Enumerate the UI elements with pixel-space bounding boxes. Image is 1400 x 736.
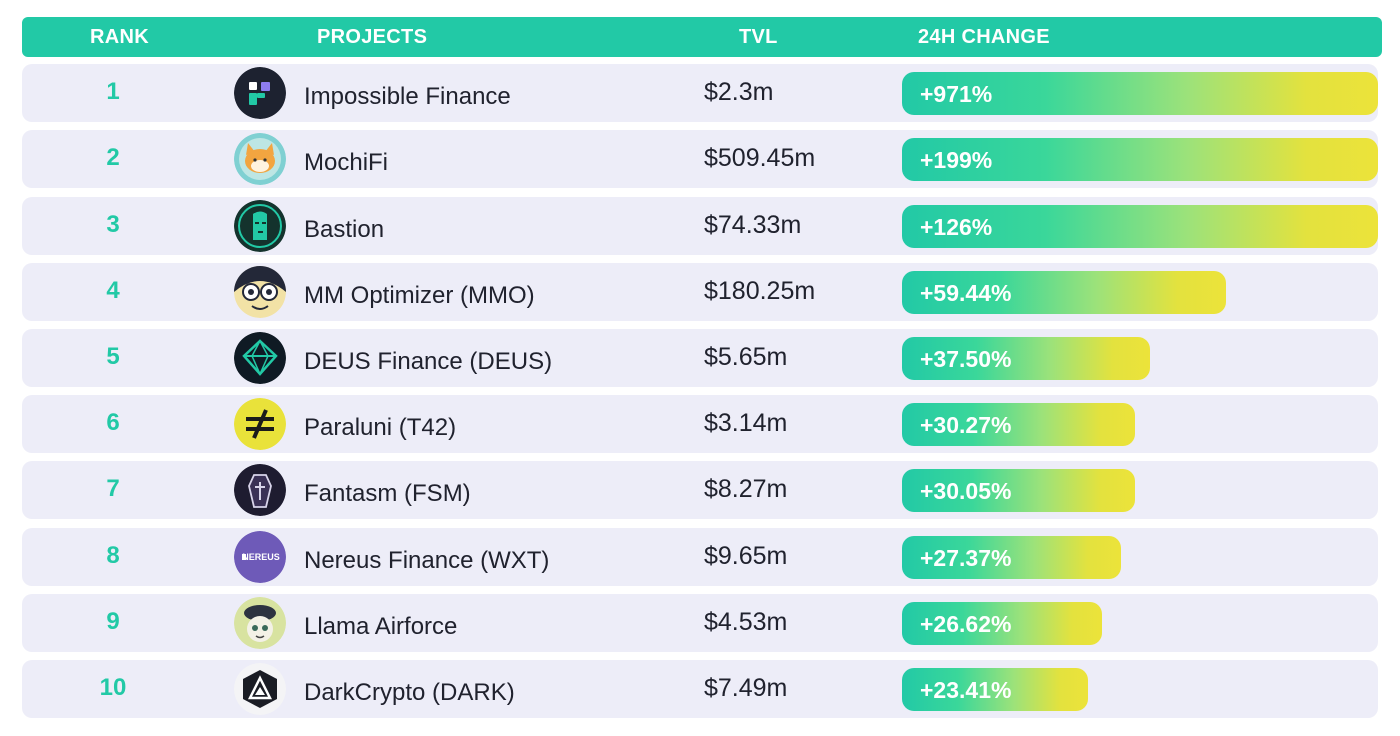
nereus-logo-text: NEREUS xyxy=(242,552,280,562)
mm-optimizer-logo-icon xyxy=(234,266,286,318)
project-name: DEUS Finance (DEUS) xyxy=(304,348,553,375)
bastion-moai-logo-icon xyxy=(234,200,286,252)
rank-cell: 10 xyxy=(99,674,127,701)
tvl-value: $509.45m xyxy=(704,144,816,172)
table-row[interactable]: 1 Impossible Finance $2.3m +971% xyxy=(22,64,1378,122)
change-bar: +199% xyxy=(902,138,1378,181)
table-header: RANK PROJECTS TVL 24H CHANGE xyxy=(22,17,1382,57)
project-name: DarkCrypto (DARK) xyxy=(304,679,515,706)
tvl-value: $9.65m xyxy=(704,542,788,570)
tvl-value: $180.25m xyxy=(704,277,816,305)
table-row[interactable]: 4 MM Optimizer (MMO) $180.25m +59.44% xyxy=(22,263,1378,321)
project-name: Impossible Finance xyxy=(304,83,511,110)
table-row[interactable]: 3 Bastion $74.33m +126% xyxy=(22,197,1378,255)
rank-cell: 2 xyxy=(106,144,120,171)
rank-cell: 9 xyxy=(106,608,120,635)
deus-finance-logo-icon xyxy=(234,332,286,384)
change-value: +30.27% xyxy=(920,412,1012,438)
nereus-finance-logo-icon: NEREUS xyxy=(234,531,286,583)
table-row[interactable]: 7 Fantasm (FSM) $8.27m +30.05% xyxy=(22,461,1378,519)
change-bar: +27.37% xyxy=(902,536,1121,579)
change-bar: +23.41% xyxy=(902,668,1088,711)
tvl-value: $74.33m xyxy=(704,211,802,239)
change-value: +26.62% xyxy=(920,611,1012,637)
header-tvl: TVL xyxy=(739,26,778,48)
header-projects: PROJECTS xyxy=(317,26,428,48)
rank-cell: 4 xyxy=(106,277,120,304)
change-bar: +26.62% xyxy=(902,602,1102,645)
header-rank: RANK xyxy=(90,26,149,48)
tvl-value: $5.65m xyxy=(704,343,788,371)
tvl-value: $3.14m xyxy=(704,409,788,437)
project-name: Nereus Finance (WXT) xyxy=(304,547,550,574)
tvl-value: $4.53m xyxy=(704,608,788,636)
change-bar: +37.50% xyxy=(902,337,1150,380)
change-bar: +30.27% xyxy=(902,403,1135,446)
project-name: Bastion xyxy=(304,216,385,243)
mochifi-shiba-logo-icon xyxy=(234,133,286,185)
project-name: Paraluni (T42) xyxy=(304,414,457,441)
change-bar: +126% xyxy=(902,205,1378,248)
rank-cell: 8 xyxy=(106,542,120,569)
table-row[interactable]: 2 MochiFi $509.45m +199% xyxy=(22,130,1378,188)
table-row[interactable]: 5 DEUS Finance (DEUS) $5.65m +37.50% xyxy=(22,329,1378,387)
change-value: +126% xyxy=(920,214,993,240)
change-value: +37.50% xyxy=(920,346,1012,372)
change-value: +199% xyxy=(920,147,993,173)
project-name: MM Optimizer (MMO) xyxy=(304,282,535,309)
rank-cell: 1 xyxy=(106,78,120,105)
change-bar: +30.05% xyxy=(902,469,1135,512)
change-value: +971% xyxy=(920,81,993,107)
tvl-value: $7.49m xyxy=(704,674,788,702)
change-bar: +971% xyxy=(902,72,1378,115)
rank-cell: 6 xyxy=(106,409,120,436)
table-row[interactable]: 10 DarkCrypto (DARK) $7.49m +23.41% xyxy=(22,660,1378,718)
table-row[interactable]: 8 NEREUS Nereus Finance (WXT) $9.65m +27… xyxy=(22,528,1378,586)
change-bar: +59.44% xyxy=(902,271,1226,314)
header-24h-change: 24H CHANGE xyxy=(918,26,1050,48)
tvl-value: $8.27m xyxy=(704,475,788,503)
table-row[interactable]: 6 Paraluni (T42) $3.14m +30.27% xyxy=(22,395,1378,453)
rank-cell: 5 xyxy=(106,343,120,370)
project-name: Llama Airforce xyxy=(304,613,458,640)
tvl-value: $2.3m xyxy=(704,78,774,106)
project-name: Fantasm (FSM) xyxy=(304,480,471,507)
paraluni-logo-icon xyxy=(234,398,286,450)
change-value: +59.44% xyxy=(920,280,1012,306)
change-value: +27.37% xyxy=(920,545,1012,571)
change-value: +23.41% xyxy=(920,677,1012,703)
impossible-finance-logo-icon xyxy=(234,67,286,119)
rank-cell: 7 xyxy=(106,475,120,502)
rank-cell: 3 xyxy=(106,211,120,238)
change-value: +30.05% xyxy=(920,478,1012,504)
fantasm-coffin-logo-icon xyxy=(234,464,286,516)
table-row[interactable]: 9 Llama Airforce $4.53m +26.62% xyxy=(22,594,1378,652)
darkcrypto-logo-icon xyxy=(234,663,286,715)
project-name: MochiFi xyxy=(304,149,389,176)
llama-airforce-logo-icon xyxy=(234,597,286,649)
